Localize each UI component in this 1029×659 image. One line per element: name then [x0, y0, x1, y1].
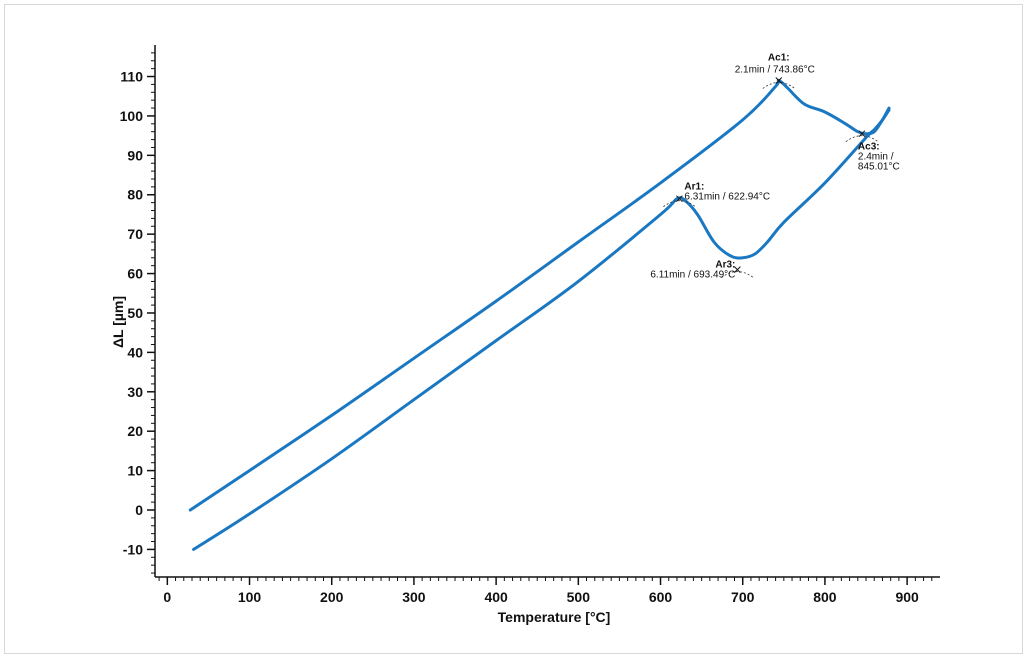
series-layer [188, 78, 891, 551]
annotation-name: Ac1: [768, 52, 790, 63]
annotations: Ac1:2.1min / 743.86°C Ac3:2.4min /845.01°… [650, 52, 899, 280]
y-tick-label: 50 [127, 305, 143, 321]
x-tick-label: 200 [320, 589, 344, 605]
x-tick-label: 500 [567, 589, 591, 605]
x-tick-label: 600 [649, 589, 673, 605]
annotation-tangent [721, 271, 754, 278]
y-tick-label: 0 [135, 502, 143, 518]
annotation-tangent [845, 135, 879, 142]
y-tick-label: 70 [127, 226, 143, 242]
y-tick-label: 60 [127, 266, 143, 282]
annotation-value: 6.11min / 693.49°C [650, 270, 735, 281]
y-tick-label: 110 [120, 69, 143, 85]
annotation-name: Ar1: [684, 182, 704, 193]
y-axis-title: ΔL [µm] [110, 296, 126, 348]
annotation-name: Ac3: [858, 142, 880, 153]
y-tick-label: -10 [123, 541, 143, 557]
annotation-marker [775, 77, 783, 84]
y-tick-label: 30 [127, 384, 143, 400]
y-tick-label: 90 [127, 147, 143, 163]
y-tick-label: 20 [127, 423, 143, 439]
series-line-1 [188, 78, 891, 512]
y-tick-label: 40 [127, 344, 143, 360]
y-tick-label: 80 [127, 187, 143, 203]
x-tick-label: 300 [402, 589, 426, 605]
annotation-ac3: Ac3:2.4min /845.01°C [845, 130, 900, 173]
annotation-ac1: Ac1:2.1min / 743.86°C [735, 52, 815, 89]
annotation-value: 2.1min / 743.86°C [735, 64, 815, 75]
annotation-ar3: Ar3:6.11min / 693.49°C [650, 260, 754, 281]
annotation-name: Ar3: [715, 260, 735, 271]
x-tick-label: 100 [238, 589, 262, 605]
x-tick-label: 900 [895, 589, 919, 605]
annotation-marker [734, 266, 741, 273]
annotation-marker [858, 130, 866, 138]
annotation-marker [676, 195, 683, 203]
y-tick-label: 10 [127, 463, 143, 479]
x-axis-title: Temperature [°C] [498, 609, 611, 625]
y-tick-label: 100 [120, 108, 144, 124]
x-tick-label: 400 [484, 589, 508, 605]
annotation-ar1: Ar1:6.31min / 622.94°C [663, 182, 770, 208]
annotation-value: 6.31min / 622.94°C [684, 192, 770, 203]
x-tick-label: 0 [163, 589, 171, 605]
annotation-tangent [663, 200, 696, 208]
annotation-tangent [762, 82, 796, 89]
series-line-2 [192, 108, 891, 551]
annotation-value: 2.4min / [858, 152, 894, 163]
axes: -10 0 10 20 30 40 50 60 70 80 90 100 110 0 100 200 300 40… [120, 45, 940, 605]
x-tick-label: 700 [731, 589, 755, 605]
annotation-value: 845.01°C [858, 162, 900, 173]
x-tick-label: 800 [813, 589, 837, 605]
